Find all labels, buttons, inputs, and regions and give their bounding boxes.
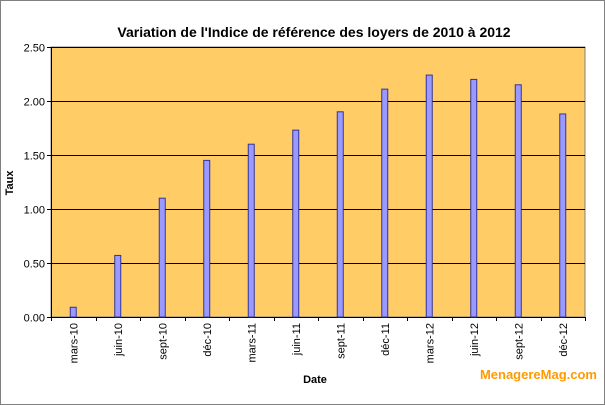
bar — [425, 74, 433, 318]
bar — [559, 113, 567, 318]
x-tick-label: mars-12 — [424, 323, 436, 363]
y-tick-label: 1.00 — [24, 205, 45, 217]
y-tick-label: 2.50 — [24, 43, 45, 55]
bar — [381, 88, 389, 318]
bar — [114, 254, 122, 318]
bar — [292, 129, 300, 318]
x-tick-label: mars-11 — [246, 323, 258, 363]
chart-title: Variation de l'Indice de référence des l… — [117, 24, 510, 40]
x-tick-label: sept-12 — [513, 323, 525, 360]
bar — [514, 84, 522, 318]
plot-area: 0.00 0.50 1.00 1.50 2.00 2.50 mars-10 juin-10 se… — [24, 43, 586, 363]
x-tick-label: déc-11 — [380, 323, 392, 356]
x-tick-label: juin-12 — [469, 323, 481, 357]
bar — [158, 197, 166, 318]
bar — [69, 306, 77, 318]
bar — [470, 78, 478, 318]
x-tick-label: juin-10 — [113, 323, 125, 357]
x-tick-label: sept-11 — [335, 323, 347, 359]
bar — [203, 159, 211, 318]
x-tick-label: déc-12 — [558, 323, 570, 357]
y-axis-title: Taux — [4, 170, 16, 196]
x-axis-title: Date — [303, 374, 327, 386]
x-tick-label: mars-10 — [68, 323, 80, 363]
y-tick-label: 0.50 — [24, 259, 45, 271]
bar — [336, 111, 344, 318]
y-tick-label: 1.50 — [24, 151, 45, 163]
bar — [247, 143, 255, 318]
x-tick-label: sept-10 — [157, 323, 169, 360]
watermark-text: MenagereMag.com — [480, 367, 597, 382]
y-tick-label: 0.00 — [24, 313, 45, 325]
plot-background — [50, 46, 586, 318]
y-tick-label: 2.00 — [24, 97, 45, 109]
x-tick-label: juin-11 — [291, 323, 303, 356]
x-tick-label: déc-10 — [202, 323, 214, 357]
